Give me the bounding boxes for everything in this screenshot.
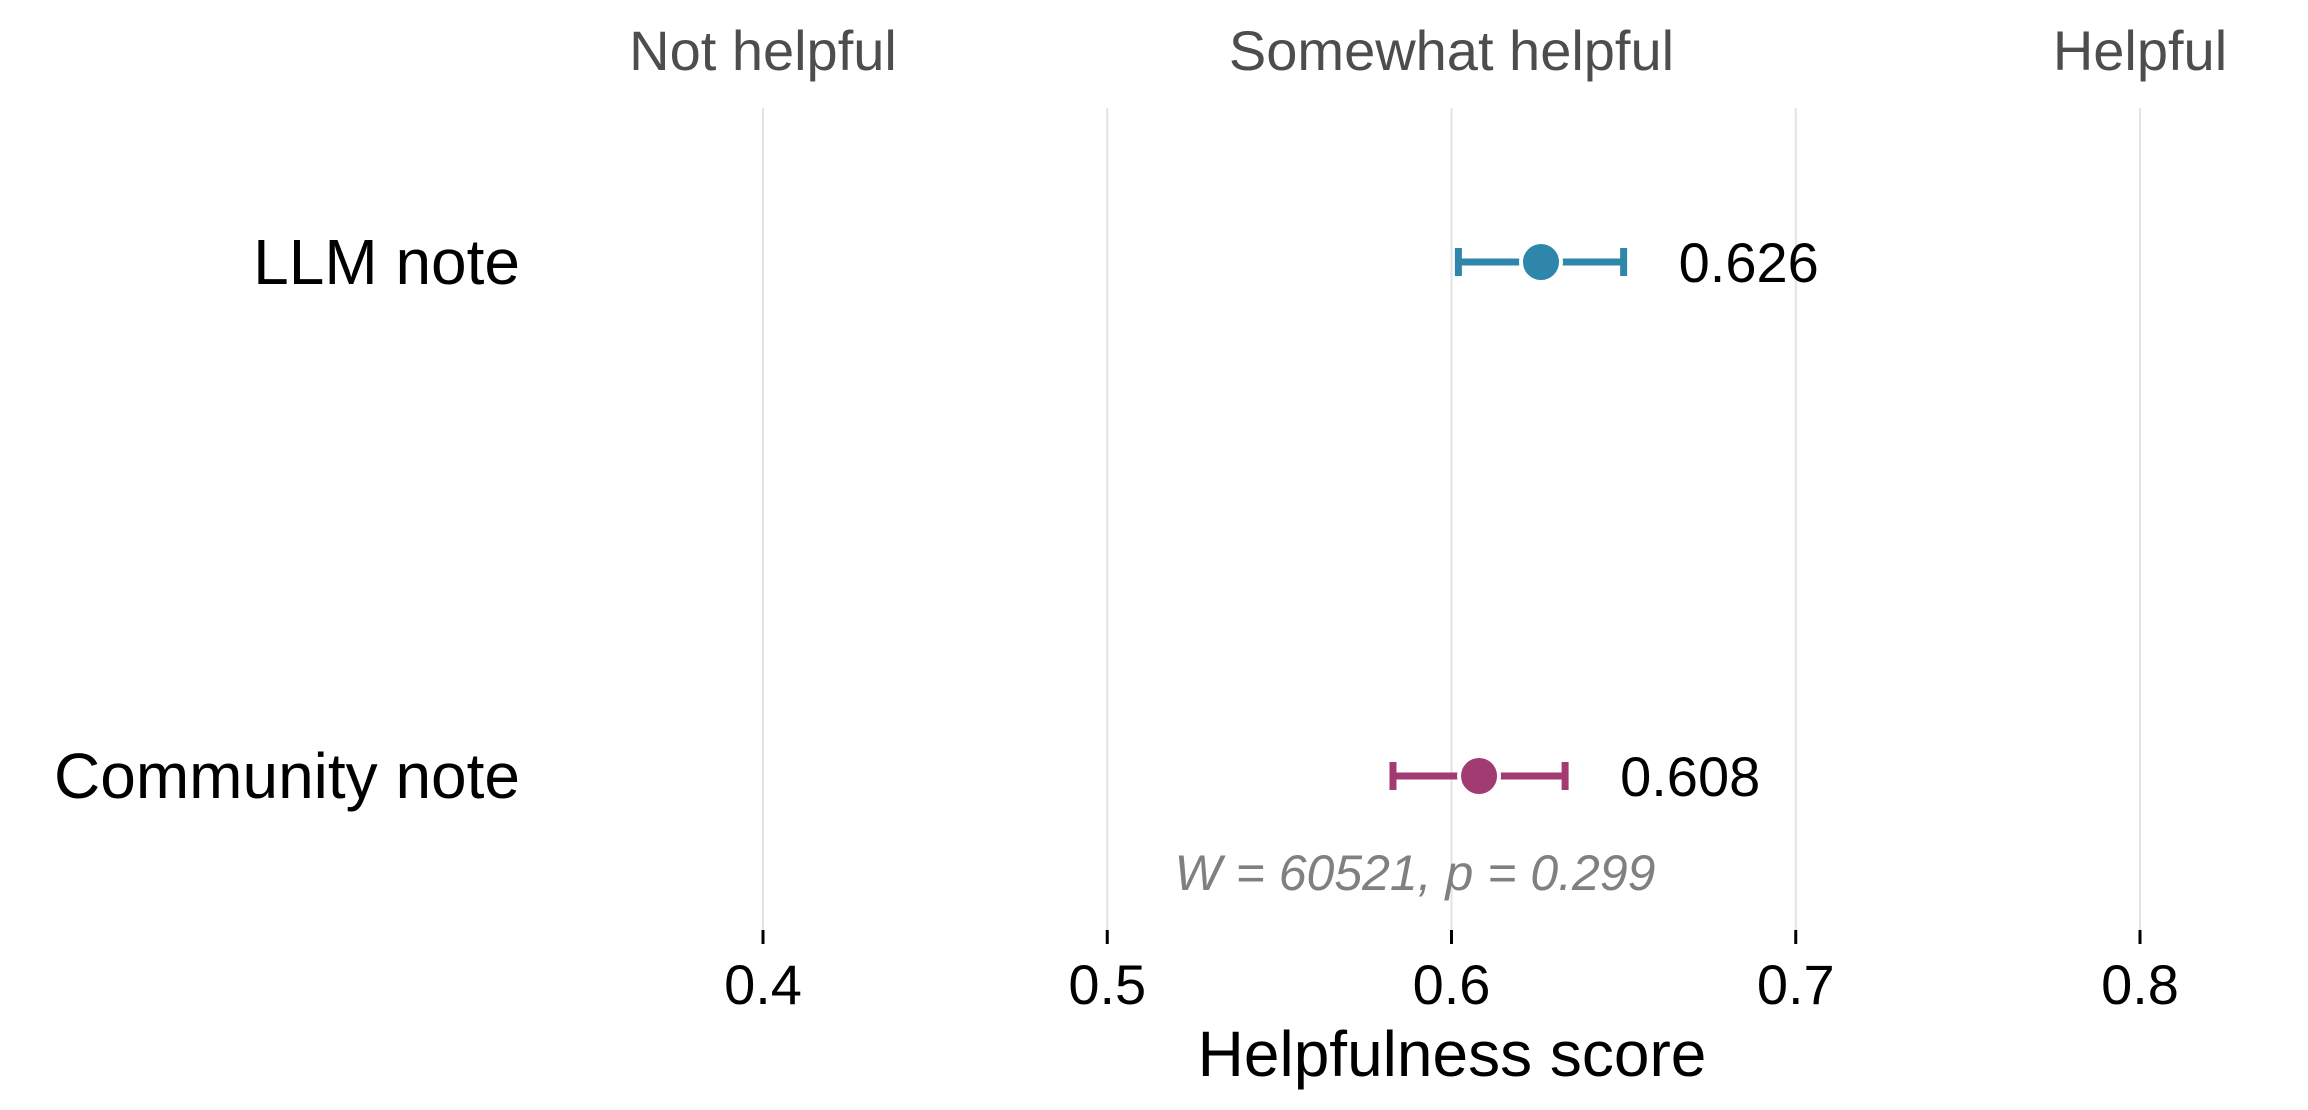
mean-point bbox=[1519, 240, 1564, 284]
data-point-group: 0.626 bbox=[1454, 231, 1819, 294]
data-point-group: 0.608 bbox=[1389, 745, 1760, 808]
x-axis-ticks: 0.4 0.5 0.6 0.7 0.8 bbox=[724, 930, 2179, 1016]
x-tick-label: 0.6 bbox=[1413, 953, 1491, 1016]
category-labels: LLM note Community note bbox=[54, 226, 520, 812]
category-label: LLM note bbox=[253, 226, 520, 298]
scale-label: Helpful bbox=[2053, 19, 2227, 82]
scale-labels: Not helpful Somewhat helpful Helpful bbox=[629, 19, 2227, 82]
statistical-test-annotation: W = 60521, p = 0.299 bbox=[1175, 845, 1656, 901]
scale-label: Somewhat helpful bbox=[1229, 19, 1674, 82]
scale-label: Not helpful bbox=[629, 19, 897, 82]
value-label: 0.626 bbox=[1679, 231, 1819, 294]
value-label: 0.608 bbox=[1620, 745, 1760, 808]
data-marks: 0.626 0.608 bbox=[1389, 231, 1819, 808]
x-tick-label: 0.4 bbox=[724, 953, 802, 1016]
category-label: Community note bbox=[54, 740, 520, 812]
x-axis-title: Helpfulness score bbox=[1198, 1018, 1707, 1090]
x-tick-label: 0.5 bbox=[1068, 953, 1146, 1016]
x-tick-label: 0.7 bbox=[1757, 953, 1835, 1016]
x-tick-label: 0.8 bbox=[2101, 953, 2179, 1016]
grid-lines bbox=[762, 108, 2141, 935]
mean-point bbox=[1457, 754, 1502, 798]
